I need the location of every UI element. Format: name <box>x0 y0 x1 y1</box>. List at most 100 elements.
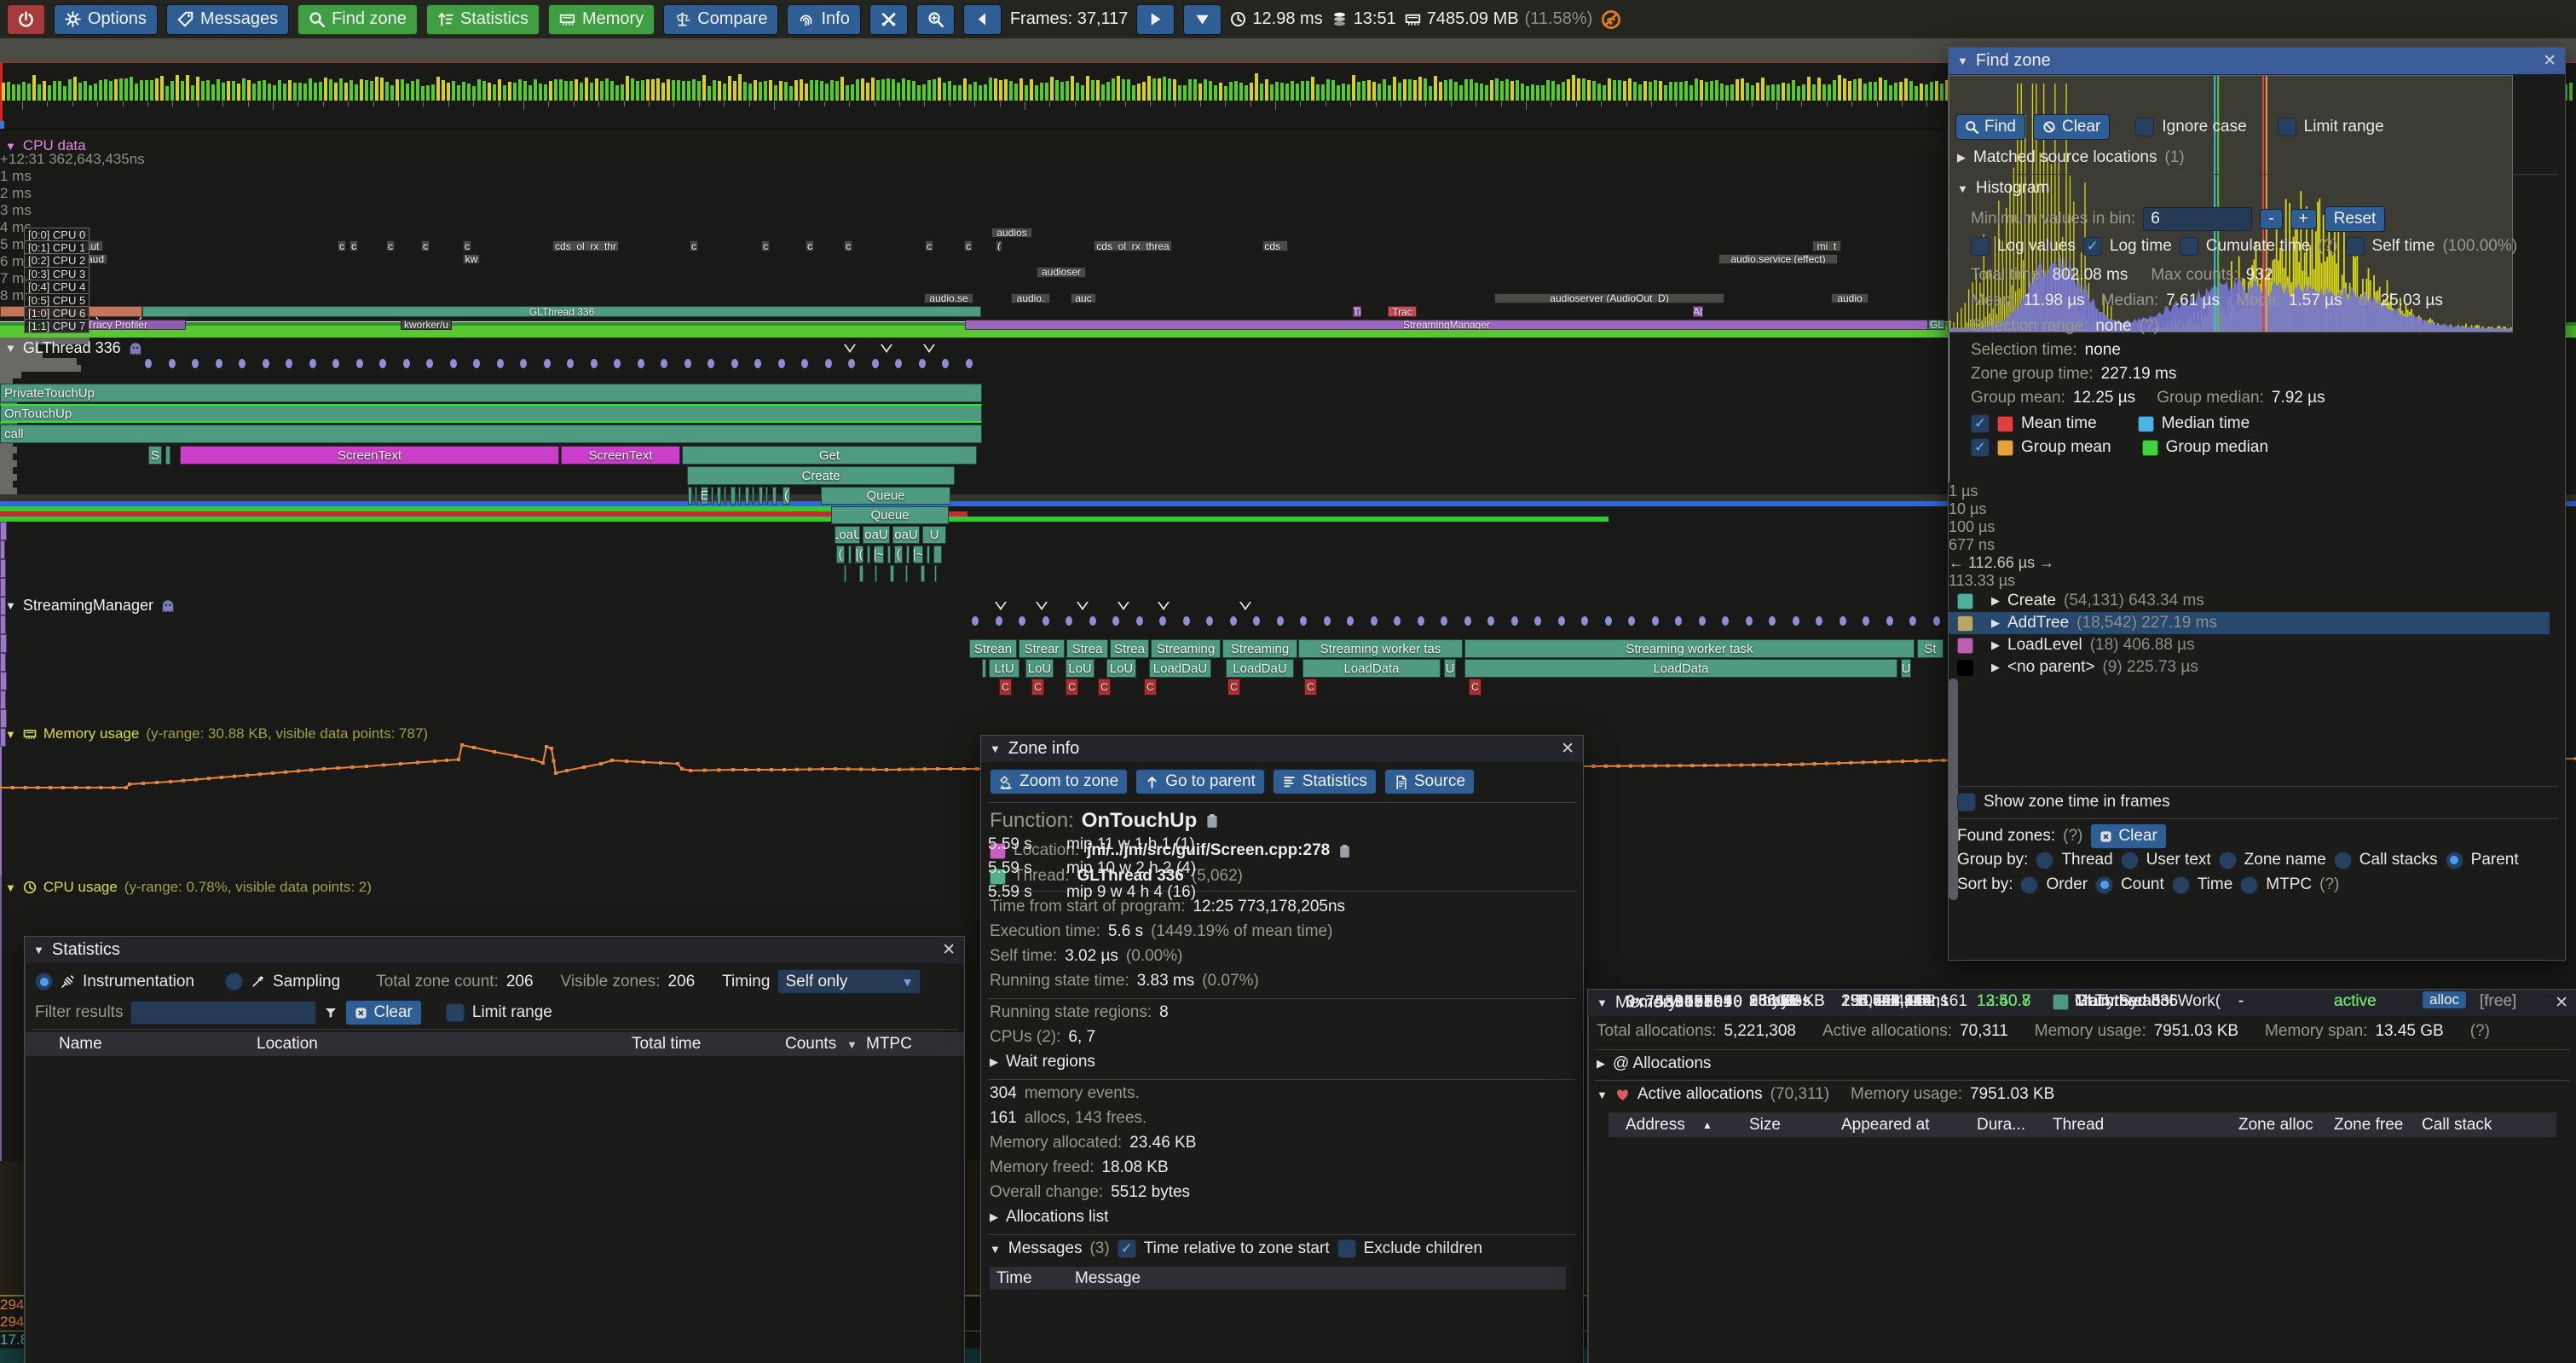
streaming-crash-mark[interactable]: C <box>1031 679 1044 696</box>
frame-bar[interactable] <box>1945 79 1949 101</box>
frame-bar[interactable] <box>1782 82 1785 101</box>
statistics-button[interactable]: Statistics <box>1272 769 1377 794</box>
frame-bar[interactable] <box>1398 82 1401 101</box>
column-header-address[interactable]: Address <box>1626 1115 1685 1134</box>
frame-bar[interactable] <box>1229 81 1233 101</box>
frame-bar[interactable] <box>861 78 864 101</box>
memory-plot-header[interactable]: ▼ Memory usage (y-range: 30.88 KB, visible… <box>5 725 429 742</box>
frame-bar[interactable] <box>1429 85 1432 101</box>
frame-bar[interactable] <box>109 81 113 101</box>
streaming-zone[interactable]: Strea <box>1110 639 1149 658</box>
frame-bar[interactable] <box>339 78 343 101</box>
frame-bar[interactable] <box>1868 81 1872 101</box>
frame-bar[interactable] <box>252 83 256 101</box>
glthread-zone[interactable]: LoaUp <box>863 526 890 544</box>
frame-bar[interactable] <box>27 84 31 101</box>
streaming-lock-mark[interactable] <box>0 672 7 690</box>
frame-bar[interactable] <box>1546 80 1550 101</box>
frame-bar[interactable] <box>89 84 92 101</box>
minus-button[interactable]: - <box>2260 209 2283 229</box>
frame-bar[interactable] <box>344 83 348 101</box>
frame-bar[interactable] <box>477 78 481 101</box>
frame-bar[interactable] <box>672 79 675 101</box>
frame-bar[interactable] <box>1106 82 1110 101</box>
frame-bar[interactable] <box>1771 84 1775 101</box>
glthread-zone[interactable] <box>695 487 697 505</box>
streaming-lock-mark[interactable] <box>0 559 6 578</box>
streaming-lock-mark[interactable] <box>0 690 6 709</box>
streaming-lock-mark[interactable] <box>0 653 6 672</box>
plus-button[interactable]: + <box>2290 209 2317 229</box>
collapsed-zone-marker[interactable] <box>844 344 856 353</box>
cpu-timeline-zone[interactable]: ( <box>996 240 1002 251</box>
frame-bar[interactable] <box>646 79 650 101</box>
frame-bar[interactable] <box>820 80 823 101</box>
collapsed-zone-marker[interactable] <box>995 602 1007 610</box>
message-row[interactable]: 5.59 s mip 11 w 1 h 1 (1) <box>988 835 1195 853</box>
find-zone-button[interactable]: Find zone <box>297 3 418 35</box>
frame-bar[interactable] <box>1536 85 1539 101</box>
found-zone-caret[interactable]: ▶ <box>1991 661 2000 673</box>
frame-bar[interactable] <box>298 83 302 101</box>
frame-bar[interactable] <box>1572 75 1575 101</box>
frame-bar[interactable] <box>641 80 644 101</box>
frame-bar[interactable] <box>1403 79 1406 101</box>
found-zone-caret[interactable]: ▶ <box>1991 616 2000 629</box>
frame-bar[interactable] <box>1930 81 1933 101</box>
glthread-zone[interactable]: ScreenText <box>561 446 680 465</box>
frame-bar[interactable] <box>472 85 476 101</box>
frame-bar[interactable] <box>1838 75 1841 101</box>
find-button[interactable]: Find <box>1955 114 2025 140</box>
frame-bar[interactable] <box>1592 81 1596 101</box>
streaming-lock-mark[interactable] <box>0 615 6 634</box>
frame-bar[interactable] <box>104 78 107 101</box>
glthread-zone[interactable]: OnTouchUp <box>0 404 982 423</box>
frame-bar[interactable] <box>1204 79 1207 101</box>
frame-bar[interactable] <box>1787 83 1790 101</box>
streaming-lock-mark[interactable] <box>0 540 5 559</box>
frame-bar[interactable] <box>38 84 41 101</box>
frame-bar[interactable] <box>1413 80 1417 101</box>
collapsed-zone-marker[interactable] <box>1158 602 1170 610</box>
frame-bar[interactable] <box>150 80 153 101</box>
zoom-search-button[interactable] <box>915 3 955 35</box>
frame-bar[interactable] <box>442 79 445 101</box>
frame-bar[interactable] <box>1214 85 1217 101</box>
frame-bar[interactable] <box>1654 79 1657 101</box>
cpu-timeline-zone[interactable]: mi_t <box>1812 240 1841 251</box>
glthread-zone[interactable] <box>848 546 852 563</box>
cpu-timeline-zone[interactable]: c <box>761 240 770 251</box>
frame-bar[interactable] <box>697 81 701 101</box>
frame-bar[interactable] <box>815 80 818 101</box>
frame-bar[interactable] <box>58 81 61 101</box>
cpu-timeline-zone[interactable]: audio.se <box>924 293 973 304</box>
frame-bar[interactable] <box>488 82 491 101</box>
cpu-timeline-zone[interactable]: cds_ol_rx_threa <box>1094 240 1172 251</box>
glthread-zone[interactable] <box>759 487 763 505</box>
frame-bar[interactable] <box>1040 82 1043 101</box>
glthread-zone[interactable] <box>724 487 726 505</box>
instrumentation-radio[interactable] <box>35 973 53 990</box>
frame-bar[interactable] <box>1137 83 1141 101</box>
frame-bar[interactable] <box>876 80 880 101</box>
frame-bar[interactable] <box>498 78 501 101</box>
frame-bar[interactable] <box>907 80 910 101</box>
glthread-zone[interactable]: U <box>922 526 946 544</box>
frame-bar[interactable] <box>610 80 614 101</box>
frame-bar[interactable] <box>1828 84 1831 101</box>
message-row[interactable]: 5.59 s mip 9 w 4 h 4 (16) <box>988 883 1197 901</box>
frame-bar[interactable] <box>718 80 721 101</box>
log-values-checkbox[interactable] <box>1971 237 1990 256</box>
glthread-zone[interactable]: ( <box>783 487 790 505</box>
frame-bar[interactable] <box>723 84 726 101</box>
frame-bar[interactable] <box>1004 79 1008 101</box>
column-header-mtpc[interactable]: MTPC <box>866 1035 912 1053</box>
frame-bar[interactable] <box>1899 82 1903 101</box>
frame-bar[interactable] <box>206 80 210 101</box>
column-header-size[interactable]: Size <box>1749 1115 1781 1134</box>
frame-bar[interactable] <box>1679 82 1683 101</box>
frame-bar[interactable] <box>667 78 670 101</box>
frame-bar[interactable] <box>1055 79 1059 101</box>
frame-bar[interactable] <box>927 80 931 101</box>
frame-bar[interactable] <box>1920 83 1923 101</box>
